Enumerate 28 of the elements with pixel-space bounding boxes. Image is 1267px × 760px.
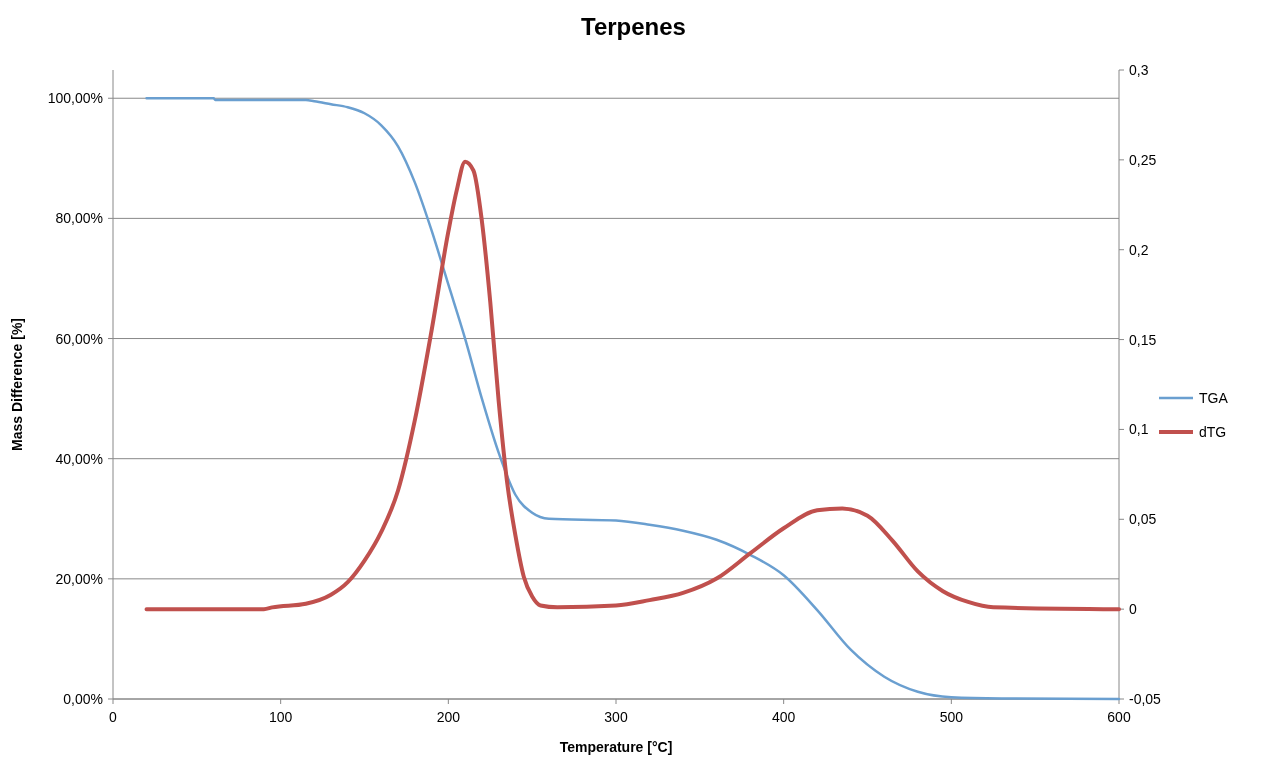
- x-tick-label: 500: [939, 709, 964, 725]
- x-tick-label: 100: [268, 709, 293, 725]
- legend-label: dTG: [1199, 424, 1227, 440]
- x-tick-label: 600: [1107, 709, 1131, 725]
- y-tick-label: 100,00%: [47, 90, 103, 107]
- y2-tick-label: 0,1: [1129, 421, 1149, 438]
- y2-tick-label: 0: [1129, 601, 1137, 618]
- line-series: [144, 159, 1121, 612]
- y-axis-title: Mass Difference [%]: [9, 317, 25, 452]
- chart-title: Terpenes: [581, 13, 686, 40]
- y2-tick-label: -0,05: [1129, 691, 1162, 707]
- y2-tick-label: 0,05: [1129, 511, 1157, 528]
- x-tick-label: 400: [771, 709, 796, 725]
- legend-label: TGA: [1199, 390, 1229, 406]
- y-tick-label: 0,00%: [63, 691, 103, 707]
- y2-tick-label: 0,15: [1129, 331, 1157, 348]
- x-tick-label: 300: [604, 709, 628, 725]
- x-tick-label: 200: [436, 709, 461, 725]
- y-tick-label: 40,00%: [55, 450, 103, 467]
- y2-tick-label: 0,25: [1129, 151, 1157, 168]
- y2-tick-label: 0,3: [1129, 62, 1149, 78]
- y-tick-label: 20,00%: [55, 570, 103, 587]
- y-tick-label: 60,00%: [55, 330, 103, 347]
- line-series: [145, 96, 1121, 701]
- x-axis-title: Temperature [°C]: [559, 739, 673, 755]
- y-tick-label: 80,00%: [55, 210, 103, 227]
- y2-tick-label: 0,2: [1129, 241, 1149, 258]
- x-tick-label: 0: [109, 709, 118, 725]
